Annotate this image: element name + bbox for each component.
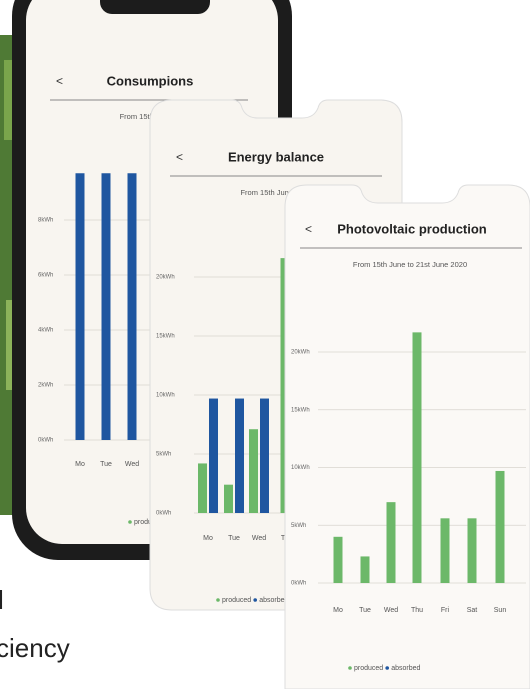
bar — [76, 173, 85, 440]
legend-dot — [128, 520, 132, 524]
bar — [224, 485, 233, 513]
legend-label: absorbed — [259, 597, 288, 604]
bar — [209, 399, 218, 513]
y-tick-label: 20kWh — [291, 350, 310, 356]
x-tick-label: Mo — [75, 461, 85, 468]
y-tick-label: 4kWh — [38, 328, 53, 334]
y-tick-label: 0kWh — [291, 581, 306, 587]
page: < ConsumpionsFrom 15th June to0kWh2kWh4k… — [0, 0, 530, 689]
legend-label: absorbed — [391, 665, 420, 672]
bar — [198, 463, 207, 513]
bar — [361, 556, 370, 583]
x-tick-label: Wed — [125, 461, 139, 468]
y-tick-label: 15kWh — [156, 334, 175, 340]
y-tick-label: 8kWh — [38, 218, 53, 224]
legend-dot — [253, 598, 257, 602]
y-tick-label: 10kWh — [291, 465, 310, 471]
bar — [387, 502, 396, 583]
bar — [128, 173, 137, 440]
legend-dot — [385, 666, 389, 670]
legend-dot — [348, 666, 352, 670]
card-layer: < Photovoltaic production From 15th June … — [285, 185, 530, 689]
bar — [441, 518, 450, 583]
bar — [249, 429, 258, 513]
y-tick-label: 10kWh — [156, 393, 175, 399]
y-tick-label: 6kWh — [38, 273, 53, 279]
caption-layer: l ciency — [0, 585, 70, 663]
y-tick-label: 15kWh — [291, 407, 310, 413]
legend-label: produced — [222, 597, 251, 604]
bar — [334, 537, 343, 583]
bar — [413, 332, 422, 583]
legend-dot — [216, 598, 220, 602]
bar — [468, 518, 477, 583]
caption-line: l — [0, 585, 4, 615]
bar — [260, 399, 269, 513]
phone-notch — [100, 0, 210, 14]
y-tick-label: 5kWh — [291, 523, 306, 529]
caption-line: ciency — [0, 633, 70, 663]
screen-title: Consumpions — [107, 73, 194, 88]
y-tick-label: 5kWh — [156, 452, 171, 458]
scene: < ConsumpionsFrom 15th June to0kWh2kWh4k… — [0, 0, 530, 689]
x-tick-label: Mo — [203, 535, 213, 542]
y-tick-label: 20kWh — [156, 275, 175, 281]
x-tick-label: Tue — [100, 461, 112, 468]
x-tick-label: Thu — [411, 607, 423, 614]
y-tick-label: 2kWh — [38, 383, 53, 389]
x-tick-label: Wed — [252, 535, 266, 542]
screen-subtitle: From 15th June to 21st June 2020 — [353, 260, 467, 269]
x-tick-label: Mo — [333, 607, 343, 614]
bar — [102, 173, 111, 440]
x-tick-label: Wed — [384, 607, 398, 614]
screen-title: Photovoltaic production — [337, 221, 487, 236]
y-tick-label: 0kWh — [38, 438, 53, 444]
x-tick-label: Tue — [228, 535, 240, 542]
bar — [235, 399, 244, 513]
x-tick-label: Tue — [359, 607, 371, 614]
bar — [496, 471, 505, 583]
back-arrow[interactable]: < — [305, 222, 312, 236]
y-tick-label: 0kWh — [156, 511, 171, 517]
back-arrow[interactable]: < — [176, 150, 183, 164]
back-arrow[interactable]: < — [56, 74, 63, 88]
x-tick-label: Sat — [467, 607, 478, 614]
x-tick-label: Sun — [494, 607, 507, 614]
legend-label: produced — [354, 665, 383, 672]
screen-title: Energy balance — [228, 149, 324, 164]
x-tick-label: Fri — [441, 607, 450, 614]
